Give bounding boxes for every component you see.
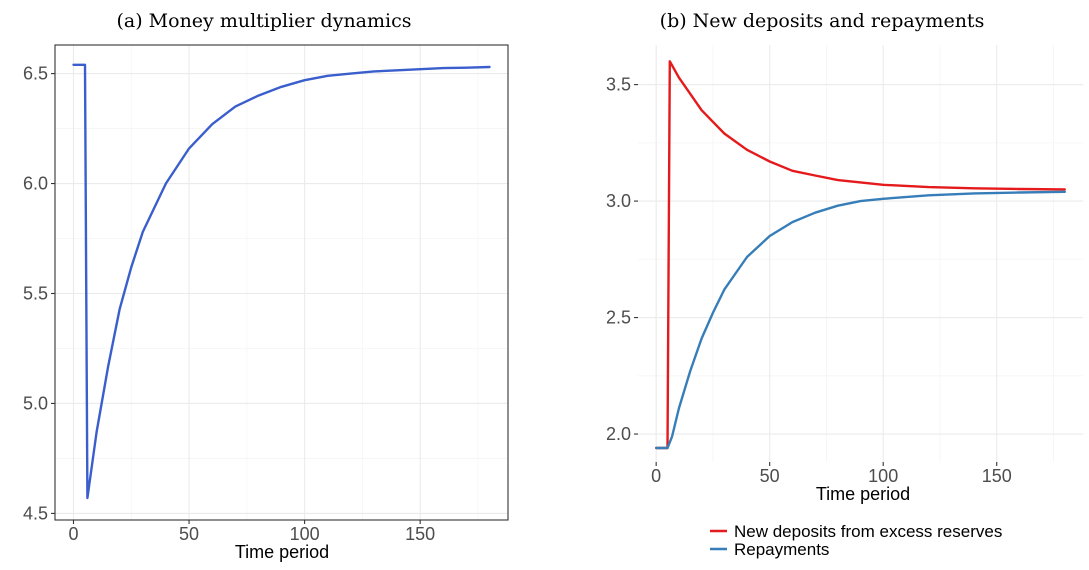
x-tick-label: 50 bbox=[760, 466, 780, 486]
series-lines-b bbox=[655, 60, 1067, 450]
x-tick-label: 100 bbox=[290, 524, 320, 544]
y-tick-label: 2.5 bbox=[606, 308, 631, 328]
chart-title-a: (a) Money multiplier dynamics bbox=[116, 10, 411, 32]
y-tick-label: 6.5 bbox=[23, 64, 48, 84]
x-ticks-a: 0 50 100 150 bbox=[68, 520, 435, 544]
x-axis-label-a: Time period bbox=[235, 542, 329, 562]
x-tick-label: 150 bbox=[982, 466, 1012, 486]
legend-label-deposits: New deposits from excess reserves bbox=[734, 522, 1002, 541]
panel-border-a bbox=[54, 44, 509, 521]
panel-deposits-repayments: (b) New deposits and repayments 2.0 2.5 3.… bbox=[606, 10, 1083, 559]
y-ticks-b: 2.0 2.5 3.0 3.5 bbox=[606, 75, 638, 444]
x-tick-label: 0 bbox=[651, 466, 661, 486]
y-tick-label: 6.0 bbox=[23, 174, 48, 194]
series-line-new-deposits-from-excess-reserves bbox=[655, 60, 1067, 450]
legend-label-repayments: Repayments bbox=[734, 540, 829, 559]
series-lines-a bbox=[72, 63, 491, 500]
x-tick-label: 100 bbox=[868, 466, 898, 486]
y-tick-label: 5.0 bbox=[23, 393, 48, 413]
x-ticks-b: 0 50 100 150 bbox=[651, 462, 1012, 486]
panel-money-multiplier: (a) Money multiplier dynamics 4.5 5.0 5.5 6… bbox=[23, 10, 509, 562]
series-line-money-multiplier bbox=[72, 63, 491, 500]
x-axis-label-b: Time period bbox=[816, 484, 910, 504]
y-tick-label: 3.5 bbox=[606, 75, 631, 95]
y-ticks-a: 4.5 5.0 5.5 6.0 6.5 bbox=[23, 64, 55, 523]
y-tick-label: 5.5 bbox=[23, 283, 48, 303]
y-tick-label: 4.5 bbox=[23, 503, 48, 523]
x-tick-label: 150 bbox=[405, 524, 435, 544]
y-tick-label: 3.0 bbox=[606, 191, 631, 211]
grid-b bbox=[638, 45, 1083, 462]
x-tick-label: 50 bbox=[179, 524, 199, 544]
grid-a bbox=[55, 45, 508, 520]
legend: New deposits from excess reserves Repaym… bbox=[710, 522, 1002, 559]
x-tick-label: 0 bbox=[68, 524, 78, 544]
series-line-repayments bbox=[655, 190, 1067, 450]
y-tick-label: 2.0 bbox=[606, 424, 631, 444]
chart-title-b: (b) New deposits and repayments bbox=[660, 10, 985, 32]
